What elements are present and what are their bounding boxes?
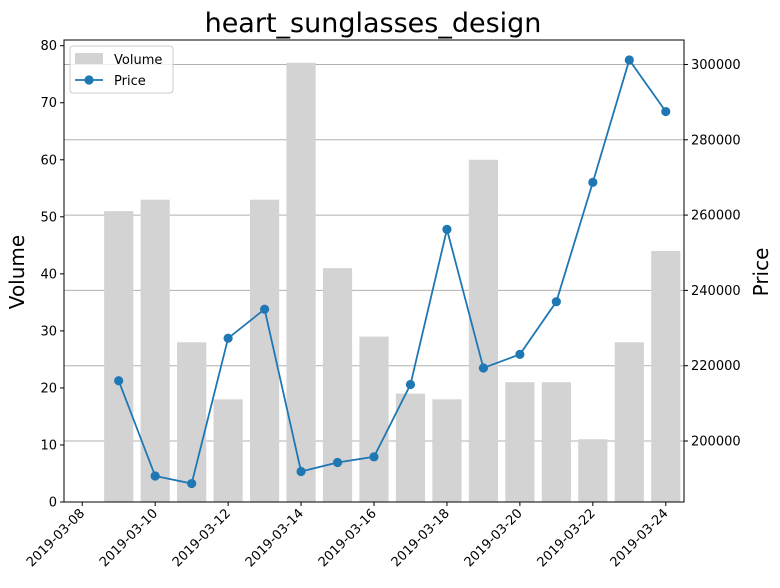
y-left-tick-label: 40 bbox=[40, 267, 57, 282]
volume-bar bbox=[140, 199, 170, 502]
price-line bbox=[114, 55, 671, 489]
x-tick-label: 2019-03-18 bbox=[389, 506, 453, 570]
volume-bar bbox=[541, 382, 571, 502]
volume-bar bbox=[104, 211, 134, 502]
price-series-line bbox=[117, 57, 667, 485]
y-right-tick-label: 300000 bbox=[691, 58, 741, 73]
y-axis-left-label: Volume bbox=[5, 235, 29, 309]
y-axis-right-label: Price bbox=[749, 248, 773, 297]
volume-bar bbox=[578, 439, 608, 502]
volume-bars bbox=[104, 62, 681, 502]
price-point bbox=[588, 177, 598, 187]
price-point bbox=[114, 376, 124, 386]
volume-bar bbox=[432, 399, 462, 502]
y-right-tick-label: 220000 bbox=[691, 359, 741, 374]
price-point bbox=[187, 478, 197, 489]
legend-label-price: Price bbox=[114, 74, 146, 89]
x-tick-label: 2019-03-16 bbox=[316, 506, 380, 570]
y-right-tick-label: 200000 bbox=[691, 435, 741, 450]
volume-bar bbox=[286, 62, 316, 502]
volume-bar bbox=[213, 399, 243, 502]
volume-bar bbox=[614, 342, 644, 502]
price-point bbox=[478, 363, 489, 373]
price-point bbox=[150, 471, 160, 481]
x-tick-label: 2019-03-22 bbox=[535, 506, 599, 570]
y-left-tick-label: 70 bbox=[40, 96, 57, 111]
y-left-tick-label: 80 bbox=[40, 39, 57, 54]
y-left-tick-label: 30 bbox=[40, 324, 57, 339]
x-tick-label: 2019-03-08 bbox=[24, 506, 88, 570]
price-point bbox=[661, 106, 671, 117]
x-tick-label: 2019-03-24 bbox=[608, 506, 672, 570]
legend: Volume Price bbox=[69, 45, 174, 94]
legend-swatch-volume bbox=[75, 53, 103, 64]
price-point bbox=[624, 55, 634, 65]
price-point bbox=[332, 457, 343, 468]
y-left-tick-label: 60 bbox=[40, 153, 57, 168]
x-tick-label: 2019-03-12 bbox=[170, 506, 234, 570]
volume-bar bbox=[395, 393, 426, 502]
y-right-tick-label: 280000 bbox=[691, 133, 741, 148]
legend-swatch-price-marker bbox=[84, 75, 94, 85]
y-left-tick-label: 50 bbox=[40, 210, 57, 225]
price-point bbox=[405, 379, 416, 390]
chart-title: heart_sunglasses_design bbox=[205, 8, 542, 39]
volume-bar bbox=[651, 251, 681, 502]
y-right-tick-label: 260000 bbox=[691, 209, 741, 224]
price-point bbox=[551, 297, 561, 307]
y-left-tick-label: 0 bbox=[49, 496, 57, 511]
y-left-tick-label: 10 bbox=[40, 438, 57, 453]
price-point bbox=[296, 466, 306, 477]
price-point bbox=[442, 224, 452, 234]
x-tick-label: 2019-03-10 bbox=[97, 506, 161, 570]
volume-bar bbox=[505, 382, 535, 502]
volume-bar bbox=[359, 336, 389, 502]
x-tick-label: 2019-03-14 bbox=[243, 506, 307, 570]
price-point bbox=[259, 304, 270, 314]
legend-label-volume: Volume bbox=[114, 53, 162, 68]
volume-bar bbox=[177, 342, 207, 502]
price-point bbox=[369, 452, 379, 462]
y-right-tick-label: 240000 bbox=[691, 284, 741, 299]
x-tick-label: 2019-03-20 bbox=[462, 506, 526, 570]
y-left-tick-label: 20 bbox=[40, 381, 57, 396]
price-point bbox=[223, 333, 233, 343]
price-point bbox=[515, 349, 525, 360]
